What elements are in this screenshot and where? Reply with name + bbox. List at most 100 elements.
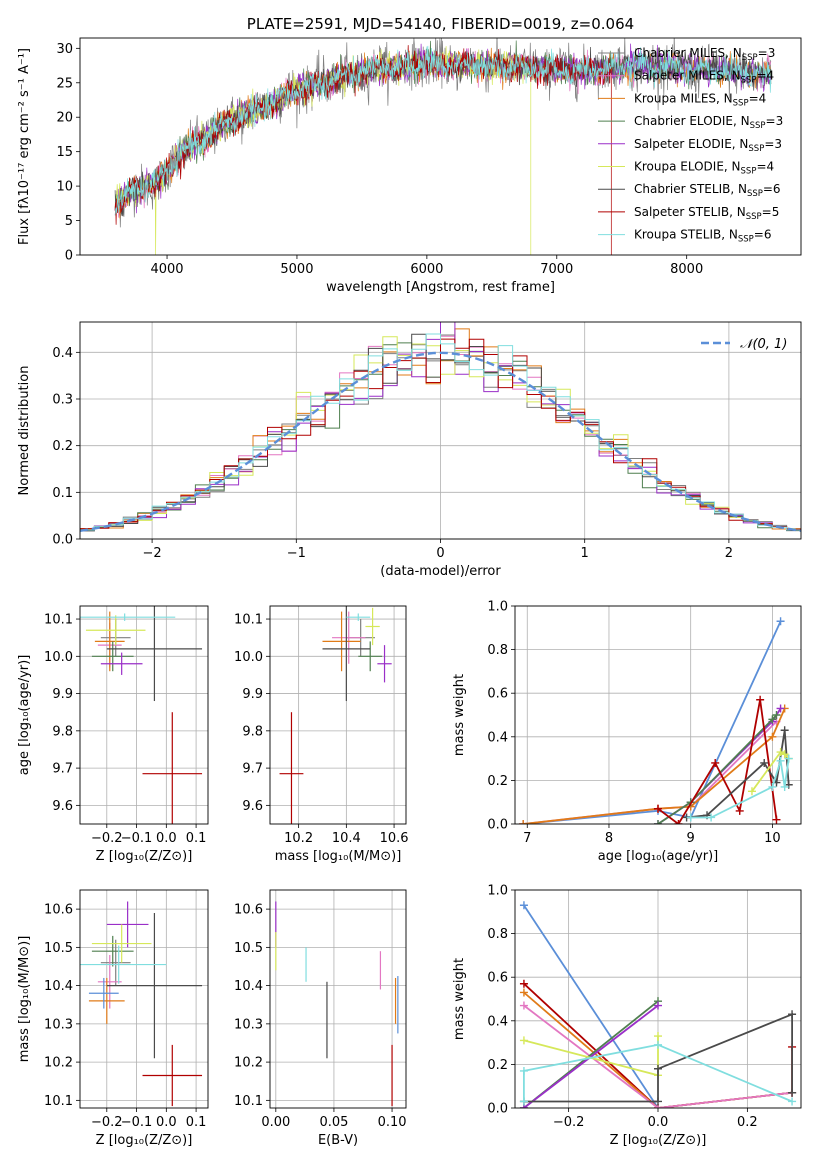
x-tick-label: −0.2 [91,1115,123,1130]
series-point [707,813,716,822]
age_vs_mass-frame [269,605,407,825]
y-tick-label: 10.5 [44,941,73,956]
x-axis-label: wavelength [Angstrom, rest frame] [326,280,555,295]
x-axis-label: mass [log₁₀(M/M⊙)] [275,849,402,864]
series-point [654,804,662,813]
series-point [654,1001,662,1010]
spectrum-frame [79,37,802,256]
mass_vs_EBV-axes: 0.00 0.05 0.10 10.1 10.2 10.3 10.4 10.5 10.6 E(B-… [234,890,407,1148]
x-tick-label: 0.10 [378,1115,407,1130]
y-tick-label: 10.0 [234,650,263,665]
y-tick-label: 9.7 [52,762,73,777]
x-tick-label: 10.4 [332,831,361,846]
y-axis-label: age [log₁₀(age/yr)] [17,655,32,776]
y-tick-label: 10.1 [44,1094,73,1109]
y-tick-label: 10.4 [44,979,73,994]
y-tick-label: 10.3 [234,1017,263,1032]
series-point [519,1001,528,1010]
series-point [519,1066,528,1075]
x-tick-label: 0.00 [261,1115,290,1130]
legend-entry: Kroupa ELODIE, NSSP=4 [634,160,774,177]
legend-entry: Chabrier ELODIE, NSSP=3 [634,114,783,131]
legend-entry: Salpeter MILES, NSSP=4 [634,69,774,86]
y-tick-label: 9.6 [52,799,73,814]
x-axis-label: Z [log₁₀(Z/Z⊙)] [610,1133,707,1148]
y-tick-label: 0.8 [487,927,508,942]
chart-title: PLATE=2591, MJD=54140, FIBERID=0019, z=0… [247,15,634,33]
x-axis-label: age [log₁₀(age/yr)] [598,849,719,864]
y-tick-label: 25 [56,76,73,91]
x-tick-label: 0.1 [186,1115,207,1130]
x-tick-label: 1 [581,546,589,561]
series-line [657,699,778,824]
x-axis-label: (data-model)/error [380,564,501,579]
y-axis-label: Flux [fλ10⁻¹⁷ erg cm⁻² s⁻¹ A⁻¹] [17,48,32,245]
series-point [519,988,528,997]
y-tick-label: 10.1 [44,613,73,628]
y-tick-label: 0.2 [487,774,508,789]
x-axis-label: Z [log₁₀(Z/Z⊙)] [96,1133,193,1148]
age_vs_mass-points [279,606,392,824]
x-tick-label: 8 [605,831,613,846]
histogram-bars [80,322,801,534]
x-tick-label: 7 [523,831,531,846]
mass_vs_EBV-frame [269,889,407,1109]
y-tick-label: 0.6 [487,687,508,702]
y-axis-label: mass weight [452,674,467,756]
weight_vs_Z-frame [514,889,802,1109]
series-point [776,704,785,713]
series-point [711,758,720,767]
mass_vs_EBV-points [275,901,399,1107]
series-point [784,780,793,789]
y-tick-label: 10.5 [234,941,263,956]
series-point [654,1064,662,1073]
legend-entry: Salpeter STELIB, NSSP=5 [634,205,779,222]
y-tick-label: 0.0 [487,818,508,833]
x-tick-label: 0.0 [156,1115,177,1130]
series-line [751,750,790,792]
x-tick-label: 0.0 [648,1115,669,1130]
x-tick-label: −0.2 [91,831,123,846]
spectrum-axes: 4000 5000 6000 7000 8000 0 5 10 15 20 25 30 waveleng… [17,15,703,295]
series-point [674,820,683,824]
y-tick-label: 10.2 [44,1056,73,1071]
plot-layer: 4000 5000 6000 7000 8000051015202530waveleng… [17,15,802,1148]
x-axis-label: E(B-V) [318,1133,358,1148]
series-point [519,979,528,988]
y-tick-label: 10.0 [44,650,73,665]
mass_vs_Z-axes: −0.2−0.1 0.0 0.1 10.1 10.2 10.3 10.4 10.5 10.6 Z … [17,890,208,1148]
series-point [654,1097,662,1106]
legend-entry: Kroupa STELIB, NSSP=6 [634,228,772,245]
y-tick-label: 10 [56,180,73,195]
series-point [654,1032,662,1041]
x-tick-label: 8000 [670,262,703,277]
series-line [523,708,786,824]
age_vs_mass-axes: 10.2 10.4 10.6 9.6 9.7 9.8 9.9 10.0 10.1 mass [lo… [234,606,409,864]
spectrum-lines [114,38,772,255]
series-point [519,1036,528,1045]
y-tick-label: 5 [65,214,73,229]
series-point [756,695,765,704]
x-tick-label: 10.6 [380,831,409,846]
series-point [776,748,785,757]
y-tick-label: 10.3 [44,1017,73,1032]
age_vs_Z-frame [79,605,209,825]
histogram-frame [79,321,802,540]
y-tick-label: 10.1 [234,613,263,628]
series-point [780,726,789,735]
y-tick-label: 30 [56,42,73,57]
series-line [523,1004,793,1108]
legend-entry: Chabrier MILES, NSSP=3 [634,46,775,63]
y-tick-label: 0.0 [487,1102,508,1117]
spectrum-legend: Chabrier MILES, NSSP=3 Salpeter MILES, NS… [598,46,783,245]
y-tick-label: 0.3 [52,393,73,408]
x-tick-label: 5000 [280,262,313,277]
x-tick-label: 4000 [150,262,183,277]
y-tick-label: 0.4 [487,730,508,745]
y-tick-label: 1.0 [487,600,508,615]
y-tick-label: 9.7 [242,762,263,777]
age_vs_Z-axes: −0.2−0.1 0.0 0.1 9.6 9.7 9.8 9.9 10.0 10.1 Z [log… [17,606,208,864]
y-tick-label: 10.1 [234,1094,263,1109]
y-tick-label: 0.0 [52,533,73,548]
